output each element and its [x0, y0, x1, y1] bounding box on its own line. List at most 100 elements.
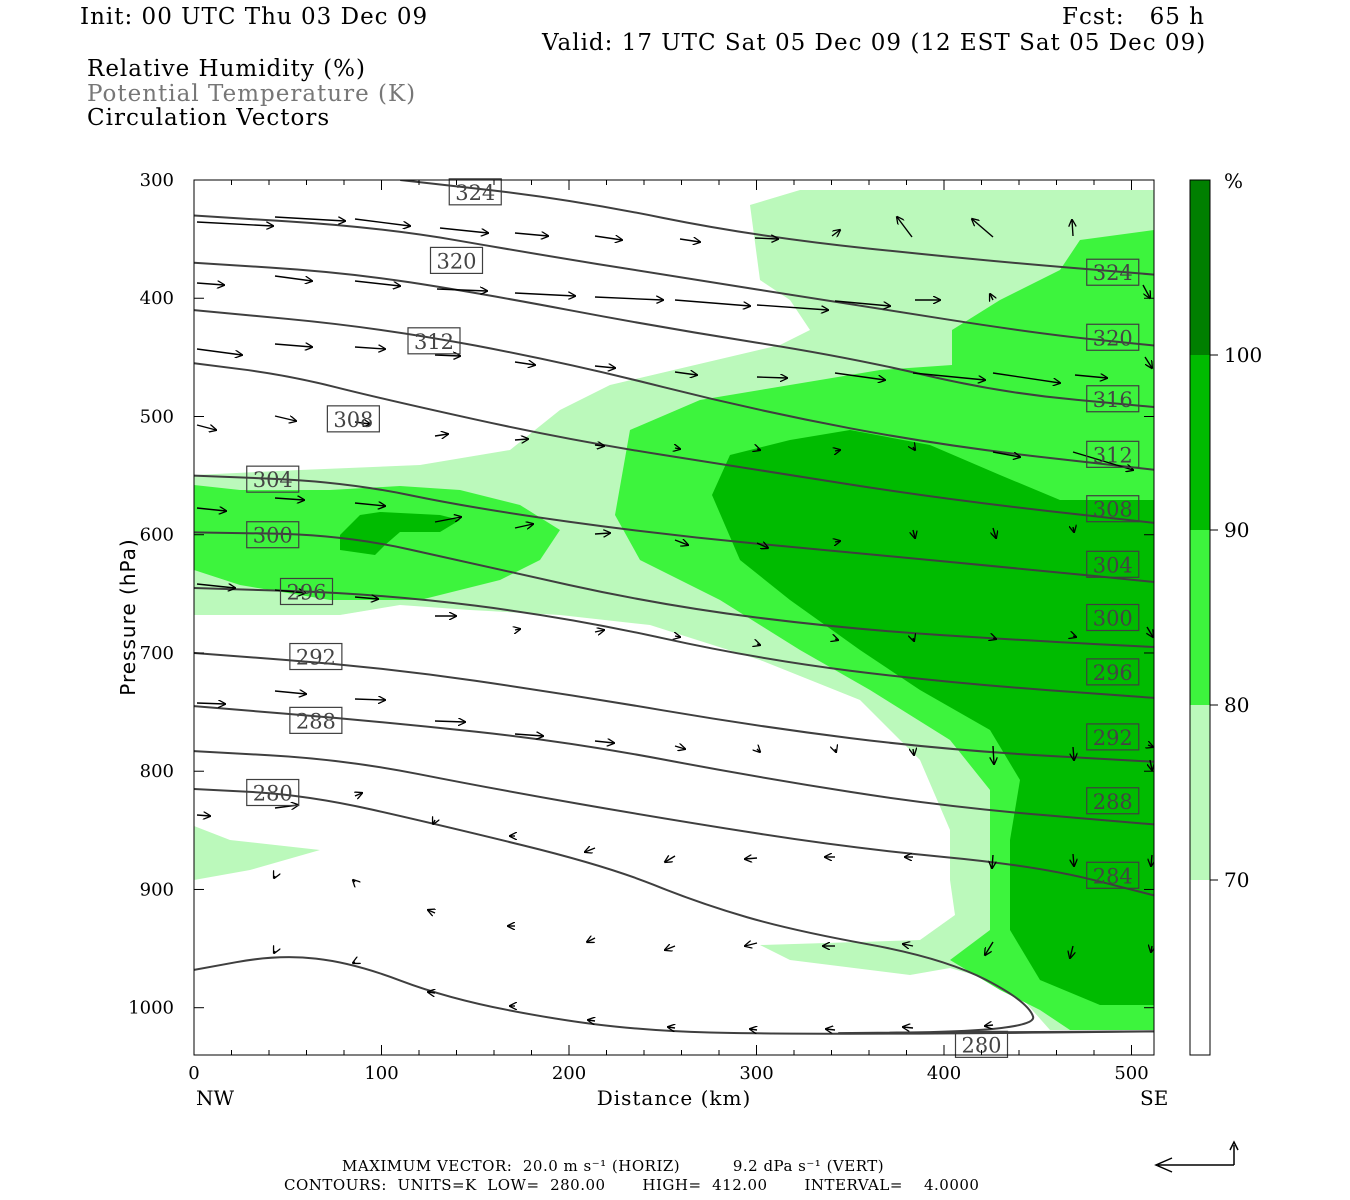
- circulation-vector-arrow: [353, 880, 355, 882]
- y-tick-label: 700: [140, 643, 174, 664]
- circulation-vector-arrow: [196, 703, 225, 704]
- circulation-vector-arrow: [972, 219, 994, 238]
- colorbar-90: [1190, 355, 1210, 530]
- colorbar-label-90: 90: [1224, 518, 1249, 542]
- x-end-label-nw: NW: [196, 1086, 235, 1110]
- circulation-vector-arrow: [514, 524, 533, 528]
- svg-text:304: 304: [1093, 553, 1133, 577]
- theta-label-320: 320: [429, 246, 484, 275]
- svg-text:320: 320: [1093, 326, 1133, 350]
- theta-label-320: 320: [1086, 323, 1140, 351]
- theta-contour-304: [194, 474, 1154, 584]
- field-potential-temperature: Potential Temperature (K): [87, 81, 417, 107]
- circulation-vector-arrow: [756, 377, 787, 378]
- theta-label-296: 296: [1086, 658, 1140, 686]
- theta-contour-324: [400, 180, 1154, 276]
- circulation-vector-arrow: [354, 699, 385, 700]
- circulation-vector-arrow: [274, 876, 275, 878]
- circulation-vector-arrow: [196, 283, 224, 285]
- circulation-vector-arrow: [668, 1027, 675, 1028]
- circulation-vector-arrow: [274, 691, 306, 694]
- circulation-vector-arrow: [903, 944, 914, 946]
- colorbar-label-100: 100: [1224, 343, 1262, 367]
- svg-text:308: 308: [333, 408, 373, 432]
- circulation-vector-arrow: [1148, 745, 1153, 747]
- circulation-vector-arrow: [434, 355, 460, 356]
- svg-text:320: 320: [436, 249, 476, 273]
- circulation-vector-arrow: [588, 1020, 595, 1021]
- circulation-vector-arrow: [834, 372, 885, 380]
- y-tick-label: 1000: [128, 998, 174, 1019]
- circulation-vector-arrow: [274, 415, 296, 421]
- footer-max-vector: MAXIMUM VECTOR: 20.0 m s⁻¹ (HORIZ) 9.2 d…: [342, 1157, 885, 1175]
- circulation-vector-arrow: [835, 541, 840, 542]
- circulation-vector-arrow: [514, 734, 543, 736]
- circulation-vector-arrow: [353, 962, 355, 963]
- y-tick-label: 400: [140, 288, 174, 309]
- circulation-vectors: [196, 216, 1153, 1030]
- svg-text:316: 316: [1093, 388, 1133, 412]
- rh-90-region-mid: [340, 512, 460, 555]
- theta-contour-320: [194, 214, 1154, 347]
- svg-text:288: 288: [296, 709, 336, 733]
- colorbar-label-80: 80: [1224, 693, 1249, 717]
- circulation-vector-arrow: [1073, 527, 1074, 532]
- theta-label-316: 316: [1086, 385, 1140, 413]
- circulation-vector-arrow: [1147, 626, 1153, 637]
- colorbar-100: [1190, 180, 1210, 355]
- theta-contour-288: [194, 705, 1154, 826]
- circulation-vector-arrow: [439, 227, 488, 233]
- theta-label-324: 324: [1086, 258, 1140, 286]
- circulation-vector-arrow: [514, 233, 548, 236]
- axis-tick-labels: 0 100 200 300 400 500 300 400 500 600 700 800 900 100…: [128, 170, 1148, 1084]
- circulation-vector-arrow: [274, 275, 312, 281]
- circulation-vector-arrow: [679, 239, 700, 242]
- circulation-vector-arrow: [433, 820, 435, 824]
- circulation-vector-arrow: [992, 451, 1020, 457]
- theta-label-308: 308: [1086, 495, 1140, 523]
- circulation-vector-arrow: [196, 221, 273, 226]
- x-tick-label: 0: [188, 1063, 199, 1084]
- svg-text:280: 280: [253, 782, 293, 806]
- y-axis-label: Pressure (hPa): [116, 538, 140, 695]
- circulation-vector-arrow: [434, 517, 461, 523]
- circulation-vector-arrow: [514, 362, 535, 365]
- theta-contour-284: [194, 750, 1154, 897]
- x-tick-label: 400: [927, 1063, 961, 1084]
- circulation-vector-arrow: [1072, 220, 1073, 237]
- y-tick-label: 500: [140, 406, 174, 427]
- colorbar: % 100 90 80 70: [1189, 169, 1262, 1056]
- circulation-vector-arrow: [354, 347, 385, 349]
- circulation-vector-arrow: [913, 529, 915, 538]
- rh-90-region: [712, 430, 1154, 1005]
- axis-ticks: [193, 179, 1154, 1055]
- circulation-vector-arrow: [745, 858, 758, 859]
- theta-label-304: 304: [1086, 550, 1140, 578]
- circulation-vector-arrow: [514, 439, 528, 440]
- theta-contour-292: [194, 651, 1154, 763]
- svg-text:300: 300: [1093, 607, 1133, 631]
- circulation-vector-arrow: [993, 745, 994, 764]
- theta-label-280: 280: [954, 1030, 1009, 1058]
- circulation-vector-arrow: [274, 216, 345, 221]
- circulation-vector-arrow: [594, 445, 604, 446]
- circulation-vector-arrow: [274, 951, 275, 953]
- theta-label-300: 300: [246, 521, 300, 549]
- theta-label-308: 308: [326, 405, 380, 433]
- theta-label-312: 312: [1086, 440, 1140, 468]
- circulation-vector-arrow: [897, 217, 913, 238]
- svg-text:324: 324: [455, 181, 495, 205]
- circulation-vector-arrow: [354, 503, 385, 506]
- svg-text:304: 304: [253, 468, 293, 492]
- y-tick-label: 600: [140, 525, 174, 546]
- circulation-vector-arrow: [674, 540, 688, 545]
- circulation-vector-arrow: [754, 238, 778, 239]
- circulation-vector-arrow: [665, 946, 676, 950]
- circulation-vector-arrow: [196, 348, 242, 355]
- circulation-vector-arrow: [434, 721, 465, 722]
- circulation-vector-arrow: [514, 293, 575, 296]
- circulation-vector-arrow: [675, 636, 680, 637]
- svg-text:292: 292: [1093, 726, 1133, 750]
- colorbar-label-70: 70: [1224, 868, 1249, 892]
- circulation-vector-arrow: [1150, 759, 1152, 770]
